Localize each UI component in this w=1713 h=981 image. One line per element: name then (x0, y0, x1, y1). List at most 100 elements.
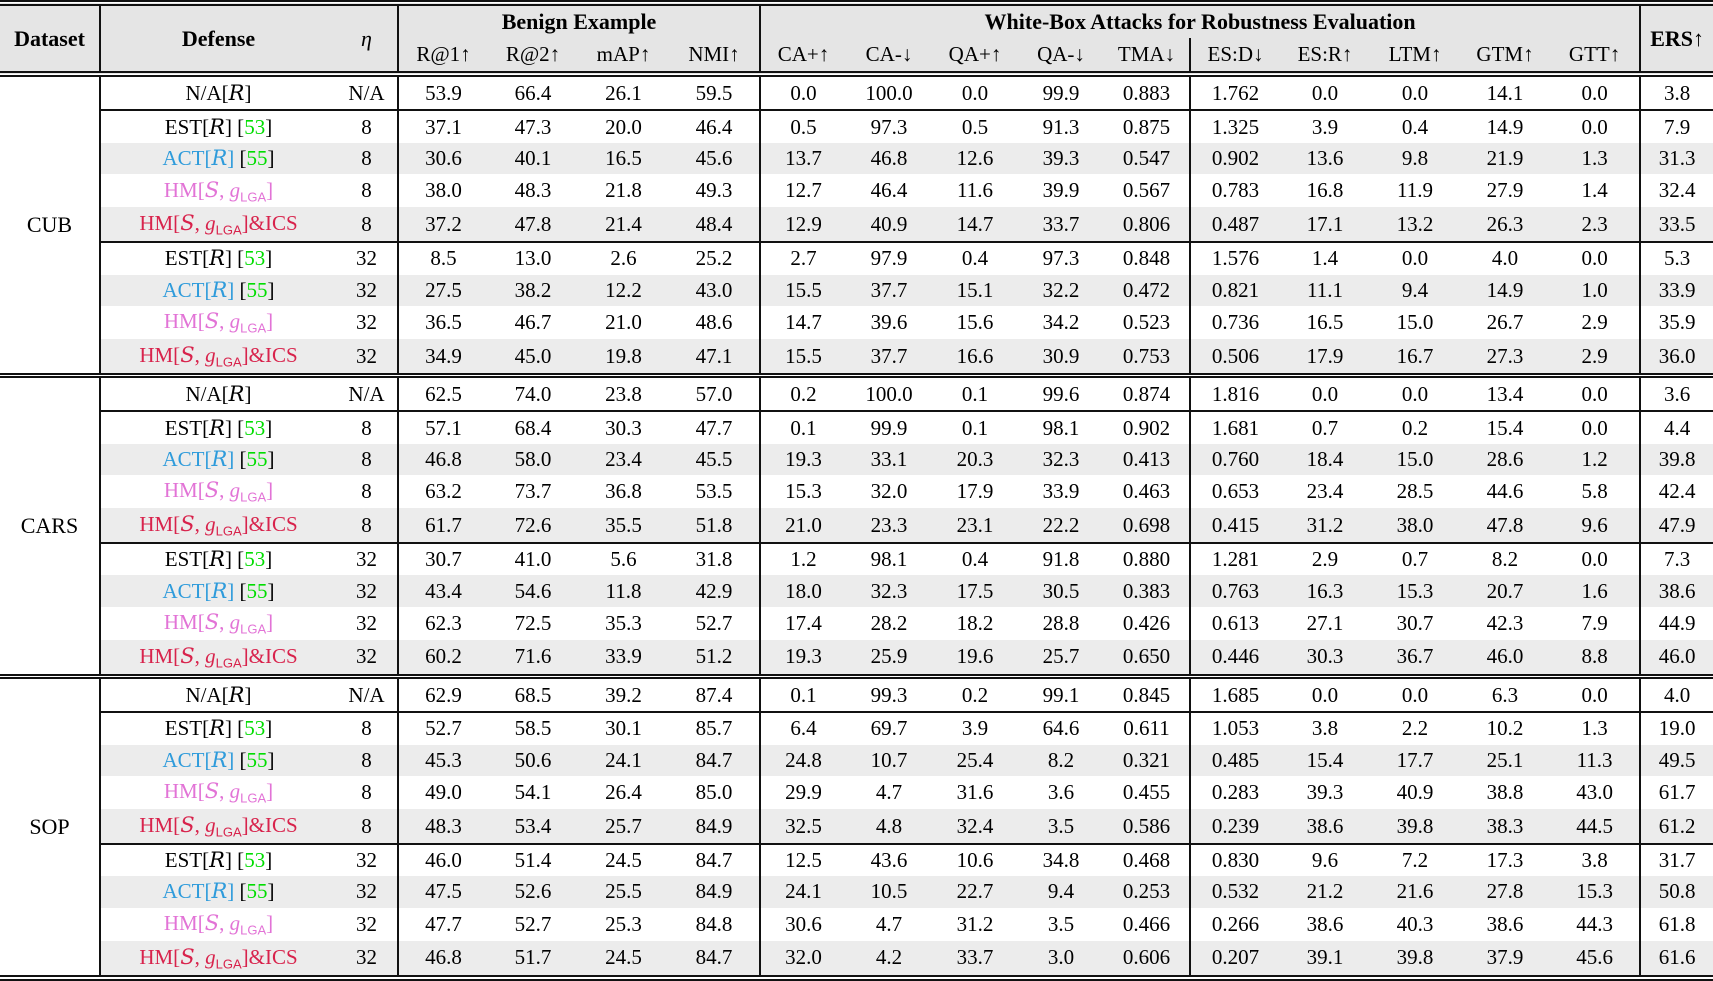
cell-nmi: 45.6 (669, 142, 761, 175)
cell-qa-plus: 23.1 (932, 508, 1019, 544)
cell-gtt: 1.6 (1550, 575, 1641, 607)
cell-r-at-2: 13.0 (514, 246, 552, 271)
defense-label-part: ] (267, 578, 275, 603)
citation-link[interactable]: 55 (246, 578, 268, 603)
cell-qa-minus: 64.6 (1042, 716, 1080, 741)
cell-gtm: 27.9 (1486, 178, 1524, 203)
defense-label-part: LGA (215, 354, 242, 370)
defense-label-part: LGA (240, 320, 267, 336)
cell-ers: 33.9 (1639, 274, 1713, 306)
cell-ca-plus: 32.0 (759, 940, 847, 978)
cell-ltm: 0.2 (1401, 415, 1429, 440)
defense-label-part: S (204, 478, 220, 503)
defense-label-part: R (228, 80, 245, 105)
cell-qa-plus: 31.2 (956, 911, 994, 936)
cell-qa-plus: 0.2 (932, 676, 1019, 714)
defense-label-part: ] (265, 246, 273, 271)
cell-qa-plus: 3.9 (961, 716, 989, 741)
defense-label-part: , (219, 779, 230, 804)
cell-es-d: 0.783 (1189, 174, 1281, 208)
cell-ltm: 16.7 (1370, 339, 1461, 376)
cell-gtt: 1.0 (1550, 274, 1641, 306)
cell-qa-minus: 91.8 (1042, 547, 1080, 572)
defense-label: N/A[R] (99, 375, 336, 413)
col-header-es-r: ES:R↑ (1280, 38, 1371, 74)
cell-r-at-2: 74.0 (488, 375, 578, 413)
citation-link[interactable]: 53 (244, 415, 266, 440)
defense-label-part: R (209, 716, 225, 741)
cell-es-r: 0.0 (1280, 74, 1371, 112)
cell-r-at-1: 36.5 (397, 305, 488, 340)
defense-label-part: R (228, 682, 245, 707)
cell-ca-plus: 14.7 (759, 305, 847, 340)
defense-label-part: HM[ (139, 342, 181, 367)
cell-map: 12.2 (578, 274, 669, 306)
defense-label-part: HM[ (139, 511, 181, 536)
cell-tma: 0.848 (1122, 246, 1171, 271)
cell-ca-plus: 19.3 (759, 443, 847, 476)
cell-es-r: 9.6 (1311, 848, 1339, 873)
citation-link[interactable]: 55 (246, 277, 268, 302)
eta-value: 32 (356, 547, 377, 572)
defense-label-part: ] [ (224, 114, 245, 139)
citation-link[interactable]: 53 (244, 246, 266, 271)
cell-map: 24.1 (578, 744, 669, 777)
citation-link[interactable]: 55 (246, 879, 268, 904)
cell-ltm: 0.0 (1370, 74, 1461, 112)
cell-ca-minus: 46.8 (846, 142, 933, 175)
cell-es-r: 1.4 (1311, 246, 1339, 271)
cell-gtm: 42.3 (1486, 610, 1524, 635)
cell-map: 24.5 (578, 940, 669, 978)
defense-label-part: , (219, 478, 230, 503)
citation-link[interactable]: 53 (244, 114, 266, 139)
defense-label: EST[R] [53] (99, 542, 336, 576)
cell-es-d: 1.325 (1189, 110, 1281, 143)
cell-qa-minus: 98.1 (1042, 415, 1080, 440)
cell-ca-minus: 40.9 (846, 207, 933, 243)
cell-nmi: 42.9 (669, 575, 761, 607)
table-row: HM[S, gLGA] 32 62.3 72.5 35.3 52.7 17.4 28.2 18.… (0, 606, 1713, 640)
citation-link[interactable]: 53 (244, 547, 266, 572)
eta-value: 32 (356, 848, 377, 873)
cell-gtm: 4.0 (1491, 246, 1519, 271)
eta-value: 8 (336, 142, 398, 175)
cell-ca-plus: 15.5 (759, 274, 847, 306)
citation-link[interactable]: 55 (246, 146, 268, 171)
defense-label-part: g (229, 309, 241, 334)
eta-value: 8 (361, 479, 372, 504)
cell-r-at-2: 52.7 (514, 911, 552, 936)
citation-link[interactable]: 55 (246, 446, 268, 471)
cell-gtt: 0.0 (1550, 375, 1641, 413)
cell-es-d: 0.902 (1189, 142, 1281, 175)
table-row: EST[R] [53] 32 30.7 41.0 5.6 31.8 1.2 98.1 0.4 91… (0, 542, 1713, 576)
defense-label-part: , (219, 910, 230, 935)
cell-es-r: 2.9 (1311, 547, 1339, 572)
cell-map: 23.8 (578, 375, 669, 413)
defense-label-part: ACT[ (162, 747, 212, 772)
defense-label-part: EST[ (164, 415, 210, 440)
cell-ers: 38.6 (1639, 575, 1713, 607)
table-row: HM[S, gLGA]&ICS 8 61.7 72.6 35.5 51.8 21.0 23.3… (0, 508, 1713, 544)
cell-nmi: 84.9 (669, 809, 761, 845)
cell-ers: 61.7 (1639, 776, 1713, 810)
citation-link[interactable]: 55 (246, 747, 268, 772)
cell-qa-minus: 99.1 (1018, 676, 1105, 714)
cell-ca-plus: 32.5 (759, 809, 847, 845)
cell-ers: 42.4 (1639, 475, 1713, 509)
cell-ers: 5.3 (1639, 241, 1713, 275)
table-row: EST[R] [53] 8 37.1 47.3 20.0 46.4 0.5 97.3 0.5 91… (0, 110, 1713, 143)
cell-map: 21.4 (578, 207, 669, 243)
cell-gtm: 38.6 (1486, 911, 1524, 936)
cell-map: 25.3 (605, 911, 642, 936)
defense-label: ACT[R] [55] (99, 274, 336, 306)
cell-ltm: 13.2 (1370, 207, 1461, 243)
defense-label-part: ] (265, 547, 273, 572)
cell-tma: 0.466 (1122, 911, 1171, 936)
citation-link[interactable]: 53 (244, 848, 266, 873)
cell-qa-minus: 39.9 (1042, 178, 1080, 203)
cell-tma: 0.567 (1122, 178, 1171, 203)
citation-link[interactable]: 53 (244, 716, 266, 741)
cell-r-at-2: 41.0 (514, 547, 552, 572)
cell-tma: 0.547 (1104, 142, 1191, 175)
defense-label-part: ]&ICS (241, 511, 298, 536)
